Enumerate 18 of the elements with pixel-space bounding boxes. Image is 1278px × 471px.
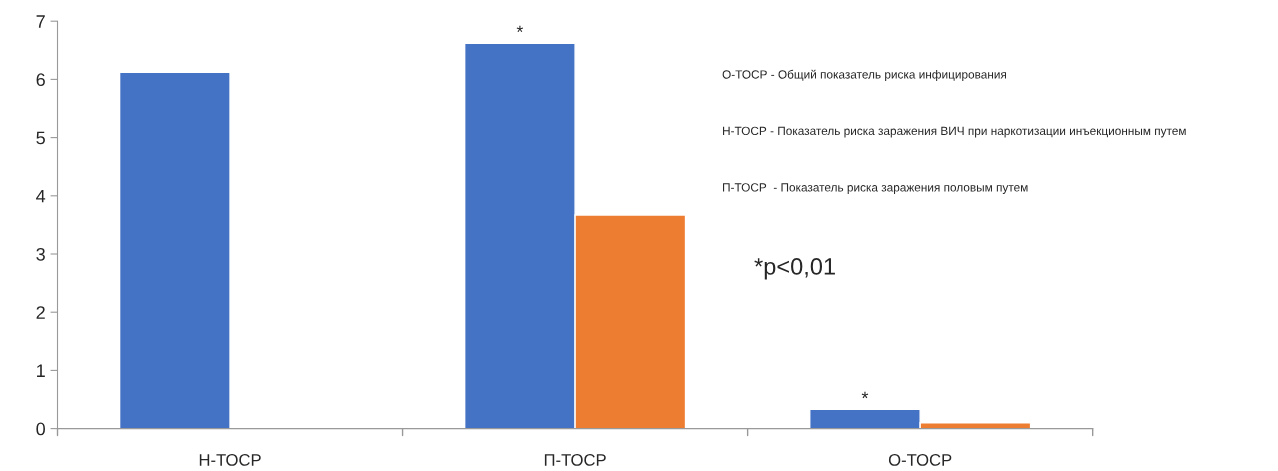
- x-tick-label: Н-ТОСР: [199, 454, 261, 466]
- annotation: П-ТОСР - Показатель риска заражения половым путем: [723, 183, 1028, 194]
- annotation: *: [861, 391, 869, 399]
- annotation: Н-ТОСР - Показатель риска заражения ВИЧ при наркотизации инъекционным путем: [723, 126, 1186, 138]
- annotation: О-ТОСР - Общий показатель риска инфицирования: [722, 69, 1006, 81]
- y-tick-label: 5: [36, 131, 45, 145]
- x-tick-label: О-ТОСР: [888, 454, 952, 466]
- x-tick-label: П-ТОСР: [544, 454, 606, 466]
- y-tick-label: 4: [36, 189, 46, 203]
- y-tick-label: 6: [36, 73, 45, 87]
- annotation: *p<0,01: [754, 258, 835, 280]
- y-tick-label: 2: [36, 306, 45, 319]
- annotation: *: [516, 25, 524, 33]
- y-tick-label: 7: [36, 15, 45, 28]
- y-tick-label: 0: [36, 422, 45, 436]
- y-tick-label: 1: [37, 364, 45, 377]
- y-tick-label: 3: [36, 247, 45, 261]
- bar: [118, 71, 231, 429]
